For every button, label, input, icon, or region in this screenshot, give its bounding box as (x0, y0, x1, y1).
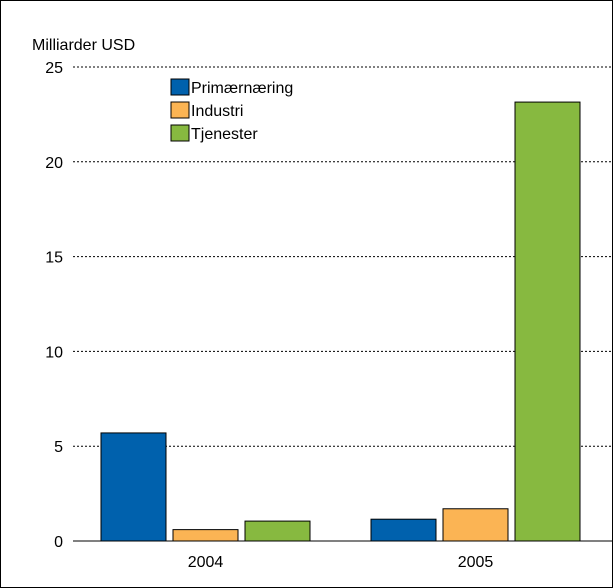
y-tick-label: 10 (45, 344, 63, 361)
y-tick-label: 0 (54, 534, 63, 551)
bar (244, 520, 311, 542)
y-tick-label: 25 (45, 60, 63, 77)
bar (442, 508, 509, 542)
bar (370, 518, 437, 542)
y-axis-label: Milliarder USD (32, 37, 135, 54)
legend-label: Industri (191, 103, 243, 120)
x-tick-label: 2004 (188, 554, 224, 571)
y-tick-label: 5 (54, 439, 63, 456)
legend-label: Tjenester (191, 126, 258, 143)
y-axis-ticks: 0 5 10 15 20 25 (45, 60, 63, 551)
legend-swatch (170, 101, 190, 119)
bar (514, 101, 581, 542)
legend-swatch (170, 124, 190, 142)
y-tick-label: 15 (45, 250, 63, 267)
y-tick-label: 20 (45, 155, 63, 172)
legend-swatch (170, 78, 190, 96)
bars (100, 101, 581, 542)
legend: Primærnæring Industri Tjenester (170, 78, 293, 143)
legend-label: Primærnæring (191, 80, 293, 97)
bar (100, 432, 167, 542)
x-tick-label: 2005 (458, 554, 494, 571)
x-axis-ticks: 2004 2005 (188, 554, 494, 571)
bar (172, 529, 239, 542)
